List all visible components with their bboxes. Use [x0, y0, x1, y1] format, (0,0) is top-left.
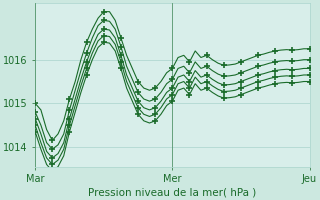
X-axis label: Pression niveau de la mer( hPa ): Pression niveau de la mer( hPa ): [88, 187, 256, 197]
